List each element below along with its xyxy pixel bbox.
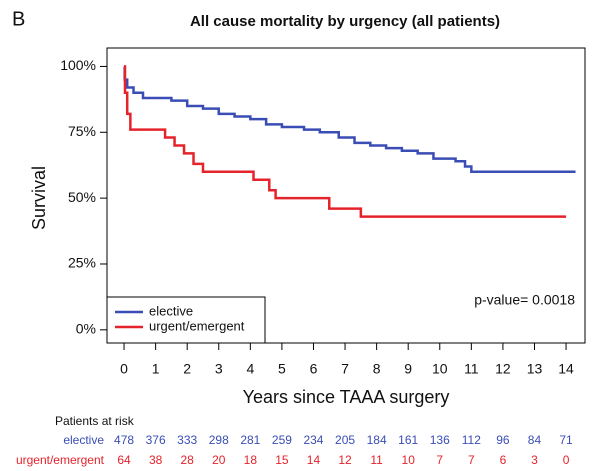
x-tick-label: 0	[120, 361, 128, 377]
x-tick-label: 8	[373, 361, 381, 377]
risk-row-label: urgent/emergent	[16, 453, 105, 467]
x-tick-label: 2	[183, 361, 191, 377]
risk-count: 28	[181, 453, 195, 467]
x-tick-label: 9	[404, 361, 412, 377]
plot-frame	[106, 47, 586, 344]
risk-count: 20	[212, 453, 226, 467]
panel-label: B	[12, 8, 25, 30]
x-axis-label: Years since TAAA surgery	[243, 387, 450, 407]
risk-count: 7	[436, 453, 443, 467]
risk-count: 71	[559, 433, 573, 447]
risk-row-label: elective	[63, 433, 104, 447]
survival-curve	[123, 65, 576, 174]
x-tick-label: 7	[341, 361, 349, 377]
risk-count: 38	[149, 453, 163, 467]
legend-box	[106, 296, 266, 344]
risk-count: 234	[303, 433, 323, 447]
risk-count: 205	[335, 433, 355, 447]
y-tick-label: 50%	[68, 189, 96, 205]
y-axis-label: Survival	[29, 166, 49, 230]
risk-count: 3	[531, 453, 538, 467]
risk-count: 184	[367, 433, 387, 447]
risk-count: 161	[398, 433, 418, 447]
y-tick-label: 75%	[68, 123, 96, 139]
risk-count: 376	[146, 433, 166, 447]
x-tick-label: 1	[152, 361, 160, 377]
risk-count: 136	[430, 433, 450, 447]
risk-count: 298	[209, 433, 229, 447]
risk-count: 333	[177, 433, 197, 447]
x-tick-label: 14	[558, 361, 574, 377]
legend-label: elective	[149, 303, 193, 318]
y-tick-label: 100%	[60, 57, 96, 73]
survival-curve	[123, 65, 567, 218]
risk-count: 0	[563, 453, 570, 467]
x-tick-label: 5	[278, 361, 286, 377]
x-tick-label: 6	[310, 361, 318, 377]
chart-title: All cause mortality by urgency (all pati…	[190, 13, 500, 30]
y-tick-label: 25%	[68, 255, 96, 271]
risk-count: 10	[402, 453, 416, 467]
x-tick-label: 13	[527, 361, 543, 377]
risk-count: 12	[338, 453, 352, 467]
risk-table-title: Patients at risk	[55, 414, 135, 428]
annotation: p-value= 0.0018	[474, 292, 575, 308]
risk-count: 6	[500, 453, 507, 467]
x-tick-label: 3	[215, 361, 223, 377]
risk-count: 14	[307, 453, 321, 467]
legend-label: urgent/emergent	[149, 318, 245, 333]
y-tick-label: 0%	[76, 321, 96, 337]
risk-count: 259	[272, 433, 292, 447]
risk-count: 112	[462, 433, 481, 447]
risk-count: 7	[468, 453, 475, 467]
risk-count: 18	[244, 453, 258, 467]
x-tick-label: 11	[464, 361, 479, 377]
risk-count: 64	[117, 453, 131, 467]
risk-count: 478	[114, 433, 134, 447]
x-tick-label: 10	[432, 361, 448, 377]
risk-count: 281	[240, 433, 260, 447]
x-tick-label: 4	[246, 361, 254, 377]
risk-count: 11	[370, 453, 383, 467]
risk-count: 15	[275, 453, 289, 467]
risk-count: 96	[496, 433, 510, 447]
x-tick-label: 12	[495, 361, 511, 377]
risk-count: 84	[528, 433, 542, 447]
